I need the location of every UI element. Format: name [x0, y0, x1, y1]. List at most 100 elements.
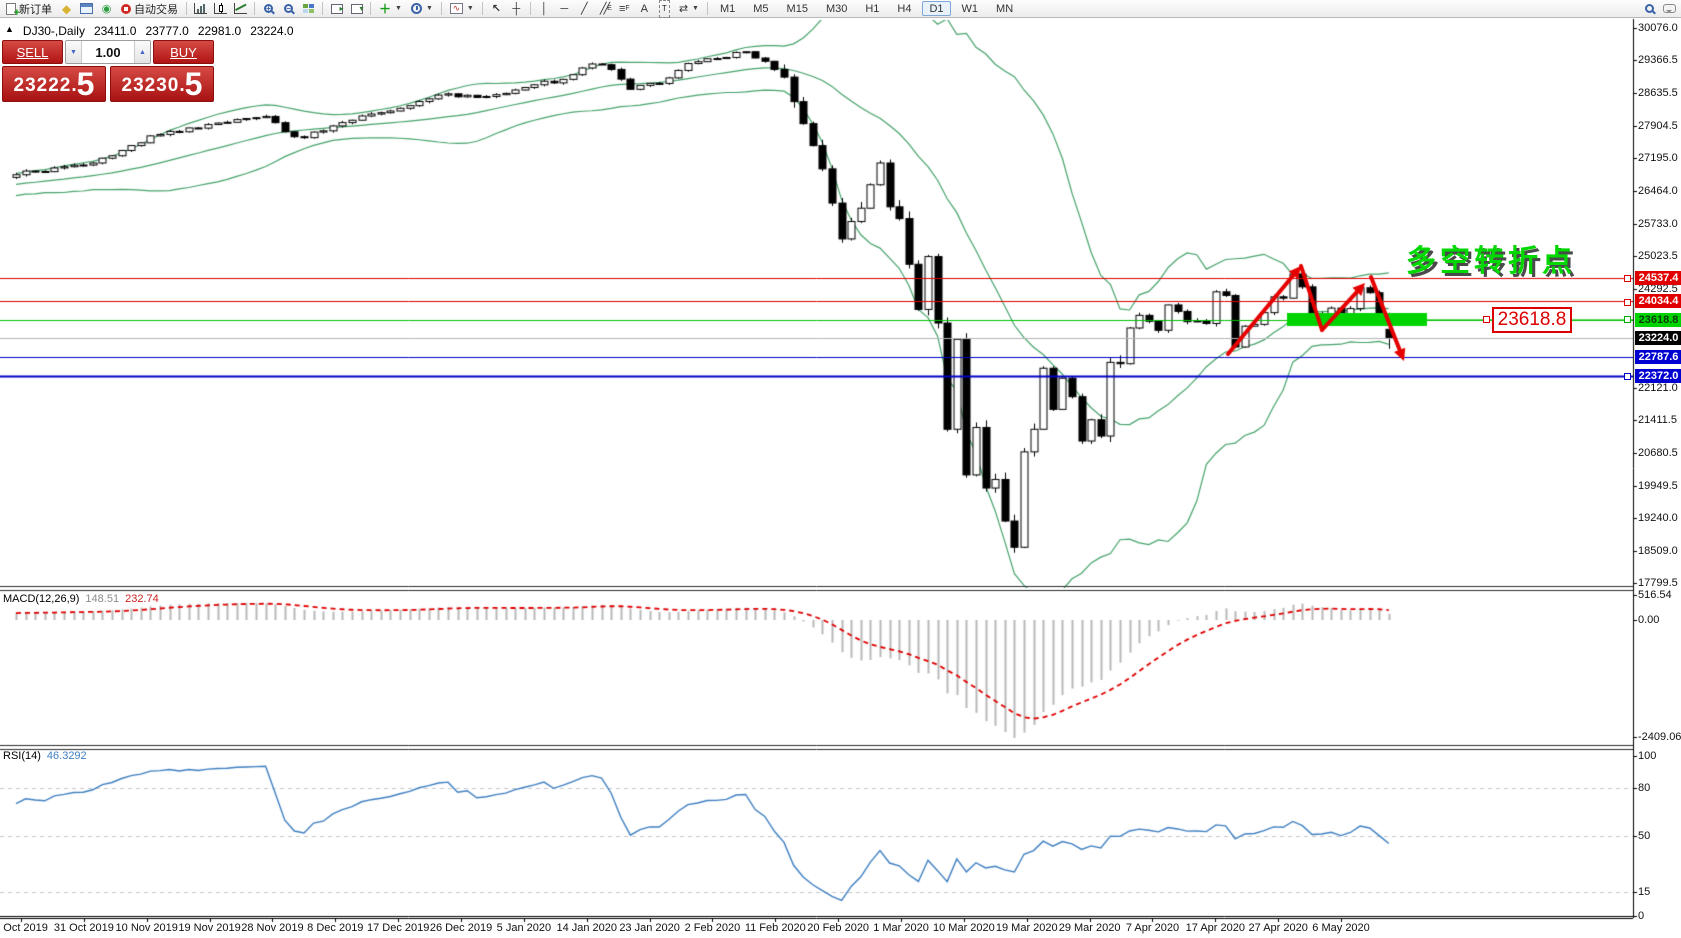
autotrading-stop-icon — [121, 3, 131, 14]
price-level-box: 24034.4 — [1635, 294, 1681, 309]
object-handle[interactable] — [1624, 316, 1631, 323]
price-tick-label: 20680.5 — [1638, 446, 1678, 459]
price-level-box: 22787.6 — [1635, 350, 1681, 365]
price-tick-label: 30076.0 — [1638, 22, 1678, 34]
date-label: 7 Apr 2020 — [1125, 922, 1180, 934]
date-label: 2 Feb 2020 — [684, 922, 741, 934]
rsi-label: RSI(14) — [3, 750, 41, 762]
candle-chart-type-icon[interactable] — [212, 1, 229, 17]
macd-tick-label: -2409.06 — [1638, 731, 1681, 743]
date-label: 17 Apr 2020 — [1185, 922, 1245, 934]
ohlc-low: 22981.0 — [197, 24, 242, 38]
price-tick-label: 27195.0 — [1638, 152, 1678, 165]
timeframe-D1[interactable]: D1 — [922, 1, 951, 16]
zoom-out-icon[interactable]: − — [280, 1, 297, 17]
tile-windows-icon[interactable] — [300, 1, 317, 17]
date-label: 10 Nov 2019 — [115, 922, 178, 934]
macd-tick-label: 516.54 — [1638, 588, 1672, 601]
ohlc-open: 23411.0 — [93, 24, 137, 38]
volume-increase-button[interactable]: ▲ — [134, 41, 150, 63]
cursor-tool-icon[interactable]: ↖ — [491, 2, 501, 15]
date-label: 27 Apr 2020 — [1248, 922, 1308, 934]
new-order-icon — [6, 2, 20, 19]
crosshair-tool-icon[interactable]: ┼ — [512, 2, 521, 15]
signals-icon[interactable]: ◉ — [101, 2, 112, 15]
channel-tool-icon[interactable]: ╱╱ E — [599, 2, 611, 15]
zoom-in-icon[interactable]: + — [260, 1, 277, 17]
buy-price-main: 23230 — [121, 75, 180, 96]
price-tick-label: 17799.5 — [1638, 577, 1678, 589]
price-level-box: 23618.8 — [1635, 312, 1681, 327]
price-callout-label[interactable]: 23618.8 — [1492, 307, 1572, 333]
autotrading-label: 自动交易 — [134, 3, 178, 16]
timeframe-W1[interactable]: W1 — [961, 3, 979, 15]
price-level-box: 23224.0 — [1635, 330, 1681, 345]
period-button[interactable]: ▼ — [408, 1, 436, 17]
line-chart-type-icon[interactable] — [232, 1, 249, 17]
buy-price[interactable]: 23230. 5 — [110, 66, 214, 102]
date-label: 31 Oct 2019 — [53, 922, 114, 934]
horizontal-line-tool-icon[interactable]: ─ — [560, 2, 569, 15]
object-handle[interactable] — [1624, 299, 1631, 306]
volume-value[interactable]: 1.00 — [95, 44, 121, 60]
ohlc-high: 23777.0 — [145, 24, 189, 38]
volume-control: ▼ 1.00 ▲ — [65, 40, 151, 64]
date-label: 2 Oct 2019 — [0, 922, 48, 934]
sell-button[interactable]: SELL — [2, 40, 63, 64]
sell-price[interactable]: 23222. 5 — [2, 66, 106, 102]
object-handle[interactable] — [1483, 316, 1490, 323]
search-icon[interactable] — [1641, 1, 1658, 17]
vertical-line-tool-icon[interactable]: │ — [540, 2, 548, 15]
macd-label-row: MACD(12,26,9) 148.51 232.74 — [3, 593, 159, 605]
ohlc-close: 23224.0 — [250, 24, 294, 38]
price-tick-label: 26464.0 — [1638, 185, 1678, 198]
text-label-tool-icon[interactable]: T — [656, 0, 673, 18]
symbol-triangle-icon: ▲ — [5, 24, 14, 34]
turning-point-annotation[interactable]: 多空转折点 — [1406, 245, 1576, 278]
price-tick-label: 19240.0 — [1638, 511, 1678, 524]
separator — [440, 2, 442, 15]
templates-button[interactable]: ∿ ▼ — [447, 1, 477, 17]
date-label: 26 Dec 2019 — [429, 922, 493, 934]
fibonacci-tool-icon[interactable]: ≡ F — [618, 2, 630, 15]
auto-scroll-icon[interactable] — [328, 1, 345, 17]
date-label: 6 May 2020 — [1312, 922, 1370, 934]
price-tick-label: 24292.5 — [1638, 283, 1678, 296]
text-tool-icon[interactable]: A — [640, 2, 648, 15]
one-click-trade-panel: SELL ▼ 1.00 ▲ BUY 23222. 5 23230. 5 — [2, 40, 214, 102]
timeframe-M1[interactable]: M1 — [719, 3, 736, 15]
autotrading-button[interactable]: 自动交易 — [118, 1, 181, 17]
object-handle[interactable] — [1624, 373, 1631, 380]
date-label: 23 Jan 2020 — [619, 922, 680, 934]
trendline-tool-icon[interactable]: ╱ — [581, 2, 588, 15]
market-depth-icon[interactable]: ◆ — [61, 1, 72, 16]
timeframe-H1[interactable]: H1 — [865, 3, 880, 15]
timeframe-M30[interactable]: M30 — [825, 3, 848, 15]
timeframe-MN[interactable]: MN — [996, 3, 1014, 15]
object-handle[interactable] — [1624, 275, 1631, 282]
timeframe-M15[interactable]: M15 — [786, 3, 808, 15]
macd-main-value: 148.51 — [85, 593, 120, 605]
date-label: 1 Mar 2020 — [873, 922, 929, 934]
timeframe-M5[interactable]: M5 — [753, 3, 769, 15]
date-label: 5 Jan 2020 — [496, 922, 552, 934]
price-tick-label: 29366.5 — [1638, 54, 1678, 67]
new-order-button[interactable]: 新订单 — [3, 1, 55, 19]
price-tick-label: 25023.5 — [1638, 250, 1678, 263]
symbol-ohlc-line: ▲ DJ30-,Daily 23411.0 23777.0 22981.0 23… — [5, 24, 294, 38]
market-watch-icon[interactable] — [78, 1, 95, 17]
buy-button[interactable]: BUY — [153, 40, 214, 64]
price-tick-label: 18509.0 — [1638, 544, 1678, 557]
symbol-name: DJ30-,Daily — [22, 24, 85, 38]
price-tick-label: 27904.5 — [1638, 120, 1678, 133]
chat-icon[interactable] — [1661, 1, 1678, 17]
chart-shift-icon[interactable] — [348, 1, 365, 17]
arrows-tool-button[interactable]: ⇄ ▼ — [678, 3, 699, 15]
timeframe-H4[interactable]: H4 — [897, 3, 912, 15]
bar-chart-type-icon[interactable] — [192, 1, 209, 17]
new-order-label: 新订单 — [19, 3, 52, 16]
volume-decrease-button[interactable]: ▼ — [66, 41, 82, 63]
add-indicator-button[interactable]: ＋ ▼ — [379, 2, 402, 16]
sell-price-pips: 5 — [76, 66, 95, 102]
